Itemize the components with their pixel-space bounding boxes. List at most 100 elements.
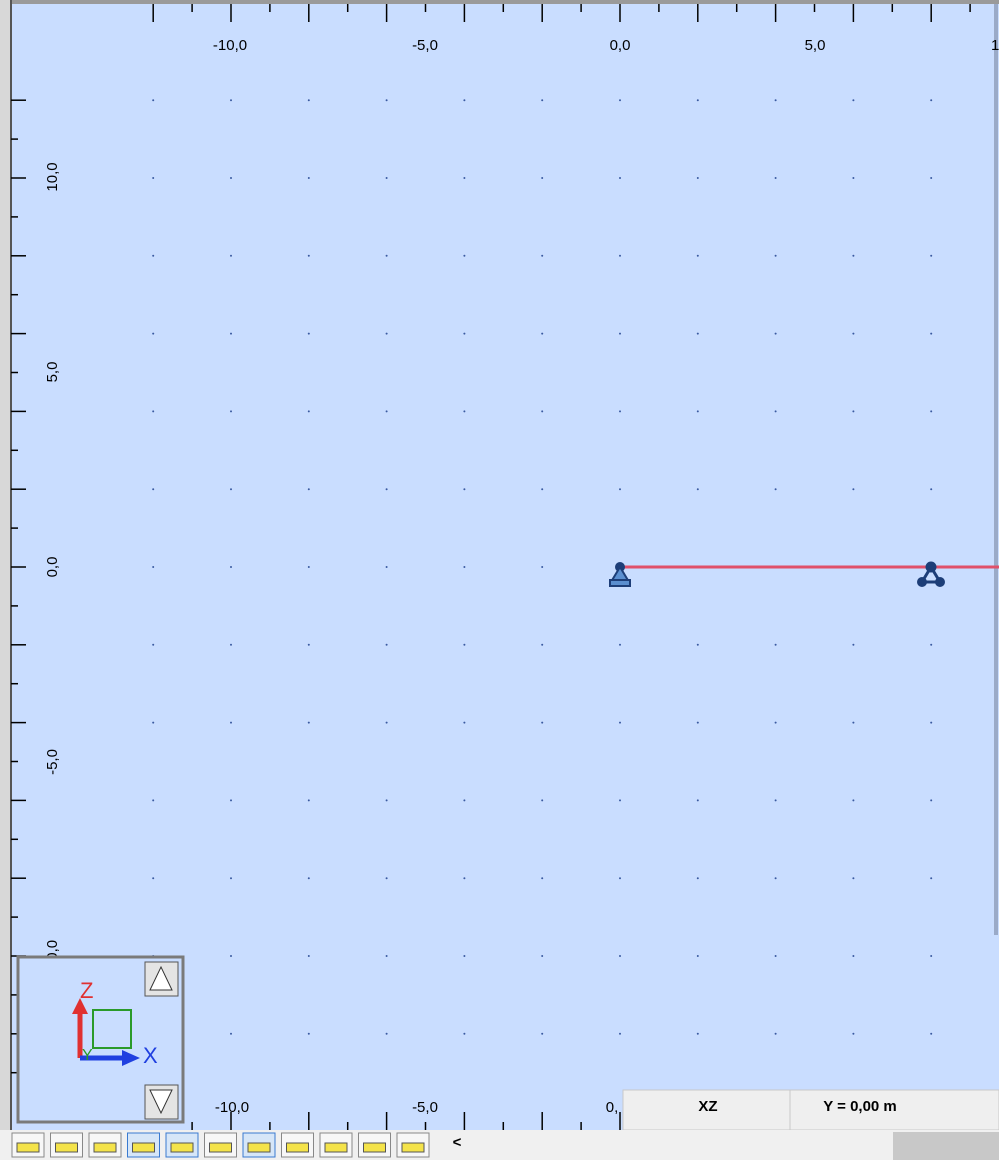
- grid-dot: [774, 1032, 777, 1035]
- grid-dot: [230, 566, 232, 568]
- grid-dot: [619, 410, 621, 413]
- grid-dot: [696, 721, 699, 724]
- grid-dot: [930, 99, 933, 102]
- grid-dot: [307, 721, 310, 724]
- grid-dot: [696, 643, 699, 646]
- toolbar-icon: [247, 1142, 271, 1153]
- grid-dot: [463, 1032, 466, 1035]
- grid-dot: [463, 643, 466, 646]
- axis-label: Y: [82, 1047, 93, 1064]
- grid-dot: [152, 99, 155, 102]
- grid-dot: [307, 566, 310, 568]
- grid-dot: [385, 254, 388, 257]
- grid-dot: [774, 643, 777, 646]
- toolbar-icon: [132, 1142, 155, 1153]
- grid-dot: [230, 955, 232, 957]
- scrollbar-thumb[interactable]: [893, 1132, 999, 1160]
- grid-dot: [541, 410, 544, 413]
- grid-dot: [619, 721, 621, 724]
- grid-dot: [774, 254, 777, 257]
- grid-dot: [152, 410, 155, 413]
- grid-dot: [852, 99, 855, 102]
- grid-dot: [152, 332, 155, 335]
- x-ruler-label: -10,0: [213, 37, 247, 54]
- grid-dot: [619, 955, 621, 957]
- grid-dot: [774, 332, 777, 335]
- grid-dot: [541, 488, 544, 491]
- grid-dot: [463, 877, 466, 880]
- grid-dot: [463, 721, 466, 724]
- grid-dot: [852, 643, 855, 646]
- x-ruler-label: 5,0: [805, 37, 826, 54]
- grid-dot: [385, 721, 388, 724]
- grid-dot: [463, 332, 466, 335]
- grid-dot: [696, 99, 699, 102]
- toolbar-icon: [324, 1142, 348, 1153]
- grid-dot: [852, 799, 855, 802]
- grid-dot: [385, 566, 388, 568]
- grid-dot: [930, 332, 933, 335]
- x-ruler-label: -5,0: [412, 1099, 438, 1116]
- grid-dot: [230, 1032, 232, 1035]
- grid-dot: [307, 643, 310, 646]
- grid-dot: [152, 177, 155, 179]
- grid-dot: [619, 177, 621, 179]
- roller-support[interactable]: [917, 561, 945, 587]
- ruler-ticks: [11, 4, 971, 1130]
- grid-dot: [852, 254, 855, 257]
- grid-dot: [930, 254, 933, 257]
- x-ruler-label: -5,0: [412, 37, 438, 54]
- grid-dot: [385, 410, 388, 413]
- grid-dot: [696, 410, 699, 413]
- grid-dot: [619, 877, 621, 880]
- x-ruler-label: -10,0: [215, 1099, 249, 1116]
- grid-dot: [541, 955, 544, 957]
- grid-dot: [696, 488, 699, 491]
- grid-dot: [696, 254, 699, 257]
- grid-dot: [230, 721, 232, 724]
- grid-dot: [230, 177, 232, 179]
- x-ruler-label: 0,: [606, 1099, 619, 1116]
- grid-dot: [774, 721, 777, 724]
- grid-dot: [385, 332, 388, 335]
- z-ruler-label: 10,0: [44, 162, 61, 191]
- grid-dot: [852, 488, 855, 491]
- grid-dot: [774, 877, 777, 880]
- grid-dot: [152, 877, 155, 880]
- grid-dot: [307, 254, 310, 257]
- grid-dot: [619, 799, 621, 802]
- grid-dot: [930, 721, 933, 724]
- grid-dot: [696, 332, 699, 335]
- grid-dot: [852, 177, 855, 179]
- grid-dot: [696, 177, 699, 179]
- grid-dot: [152, 799, 155, 802]
- grid-dot: [774, 177, 777, 179]
- grid-dot: [774, 410, 777, 413]
- grid-dot: [230, 488, 232, 491]
- grid-dot: [463, 955, 466, 957]
- grid-dot: [463, 410, 466, 413]
- toolbar-icon: [209, 1142, 232, 1153]
- toolbar-icon: [286, 1142, 309, 1153]
- grid-dot: [307, 955, 310, 957]
- hinged-support[interactable]: [609, 562, 631, 587]
- scroll-left[interactable]: <: [453, 1134, 462, 1151]
- grid-dot: [930, 177, 933, 179]
- grid-dot: [230, 254, 232, 257]
- grid-dot: [619, 254, 621, 257]
- grid-dot: [385, 1032, 388, 1035]
- grid-dot: [619, 488, 621, 491]
- grid-dot: [307, 799, 310, 802]
- plane-label: XZ: [698, 1098, 717, 1115]
- grid-dot: [230, 799, 232, 802]
- grid-dot: [385, 799, 388, 802]
- z-ruler-label: 5,0: [44, 362, 61, 383]
- grid-dot: [152, 488, 155, 491]
- grid-dot: [852, 955, 855, 957]
- grid-dot: [774, 99, 777, 102]
- grid-dot: [774, 799, 777, 802]
- grid-dot: [385, 877, 388, 880]
- grid-dot: [541, 721, 544, 724]
- grid-dot: [852, 410, 855, 413]
